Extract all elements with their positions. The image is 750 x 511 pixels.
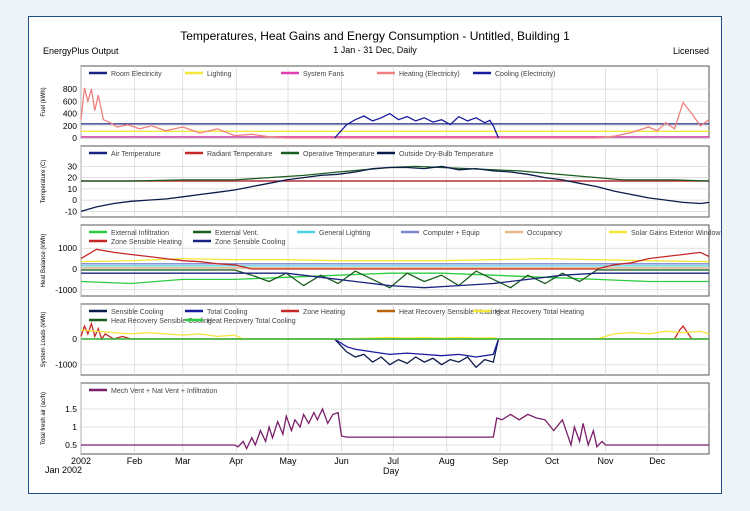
legend-entry: Operative Temperature bbox=[303, 151, 375, 158]
legend-entry: Room Electricity bbox=[111, 71, 162, 78]
x-tick-label: Jun bbox=[334, 456, 349, 466]
chart-frame: Temperatures, Heat Gains and Energy Cons… bbox=[28, 16, 724, 494]
y-tick-label: 0 bbox=[72, 133, 77, 143]
legend-entry: Heat Recovery Total Heating bbox=[495, 309, 584, 316]
x-tick-label: Dec bbox=[649, 456, 666, 466]
y-tick-label: 200 bbox=[63, 121, 77, 131]
x-axis-year-label: Jan 2002 bbox=[45, 465, 82, 475]
series-line bbox=[81, 269, 709, 289]
y-tick-label: 400 bbox=[63, 109, 77, 119]
legend-entry: Heating (Electricity) bbox=[399, 71, 460, 78]
y-tick-label: -10 bbox=[65, 206, 78, 216]
series-line bbox=[80, 87, 710, 139]
series-line bbox=[80, 329, 710, 340]
legend-entry: Heat Recovery Sensible Heating bbox=[399, 309, 500, 316]
legend-entry: Mech Vent + Nat Vent + Infiltration bbox=[111, 388, 217, 395]
legend-entry: Total Cooling bbox=[207, 309, 248, 316]
y-tick-label: 30 bbox=[68, 161, 78, 171]
x-tick-label: Nov bbox=[597, 456, 614, 466]
x-tick-label: 2002 bbox=[71, 456, 91, 466]
legend-entry: Heat Recovery Sensible Cooling bbox=[111, 318, 212, 325]
chart-panel-1: 0 200 400 600 800 Fuel (kWh) Room Electricity L… bbox=[41, 65, 710, 143]
series-line bbox=[334, 338, 500, 358]
series-line bbox=[334, 338, 500, 369]
x-tick-label: Apr bbox=[229, 456, 243, 466]
chart-title: Temperatures, Heat Gains and Energy Cons… bbox=[180, 29, 570, 43]
series-line bbox=[81, 165, 710, 182]
y-tick-label: 0 bbox=[72, 334, 77, 344]
legend-entry: External Vent. bbox=[215, 230, 259, 237]
legend-entry: Lighting bbox=[207, 71, 232, 78]
legend-entry: Sensible Cooling bbox=[111, 309, 164, 316]
y-tick-label: 0 bbox=[72, 195, 77, 205]
y-tick-label: 1 bbox=[72, 422, 77, 432]
x-tick-label: Jul bbox=[388, 456, 400, 466]
legend-entry: Air Temperature bbox=[111, 151, 161, 158]
legend-entry: Heat Recovery Total Cooling bbox=[207, 318, 296, 325]
x-axis-label: Day bbox=[383, 466, 400, 476]
y-axis-label: Fuel (kWh) bbox=[41, 87, 47, 116]
x-tick-label: Sep bbox=[492, 456, 508, 466]
y-tick-label: 10 bbox=[68, 184, 78, 194]
y-axis-label: Heat Balance (kWh) bbox=[41, 234, 47, 288]
legend-entry: Cooling (Electricity) bbox=[495, 71, 555, 78]
chart-panel-4: -1000 0 System Loads (kWh) Sensible Cooling… bbox=[41, 303, 710, 376]
panel-frame bbox=[80, 382, 710, 455]
series-line bbox=[80, 248, 710, 270]
y-tick-label: 800 bbox=[63, 84, 77, 94]
y-tick-label: -1000 bbox=[55, 360, 77, 370]
y-tick-label: 0.5 bbox=[65, 440, 77, 450]
y-tick-label: 600 bbox=[63, 96, 77, 106]
series-line bbox=[80, 257, 710, 263]
y-tick-label: 1000 bbox=[58, 243, 77, 253]
x-tick-label: Feb bbox=[127, 456, 143, 466]
chart-panel-5: 0.5 1 1.5 Total fresh air (ac/h) Mech Vent +… bbox=[41, 382, 710, 455]
legend-entry: Zone Sensible Heating bbox=[111, 239, 182, 246]
legend-entry: Radiant Temperature bbox=[207, 151, 272, 158]
chart-panel-3: -1000 0 1000 Heat Balance (kWh) External Inf… bbox=[41, 224, 724, 297]
legend-entry: Zone Heating bbox=[303, 309, 345, 316]
x-tick-label: Mar bbox=[175, 456, 191, 466]
legend-entry: Occupancy bbox=[527, 230, 563, 237]
series-line bbox=[80, 165, 710, 213]
series-line bbox=[81, 407, 709, 451]
energyplus-chart: Temperatures, Heat Gains and Energy Cons… bbox=[41, 29, 724, 476]
output-source-label: EnergyPlus Output bbox=[43, 46, 119, 56]
legend-entry: General Lighting bbox=[319, 230, 370, 237]
x-tick-label: Oct bbox=[545, 456, 560, 466]
y-tick-label: 20 bbox=[68, 173, 78, 183]
series-line bbox=[334, 112, 500, 139]
series-line bbox=[80, 321, 709, 341]
panel-frame bbox=[80, 65, 710, 139]
legend-entry: Zone Sensible Cooling bbox=[215, 239, 286, 246]
y-tick-label: 1.5 bbox=[65, 404, 77, 414]
chart-subtitle: 1 Jan - 31 Dec, Daily bbox=[333, 45, 417, 55]
y-tick-label: -1000 bbox=[55, 285, 77, 295]
y-axis-label: System Loads (kWh) bbox=[41, 312, 47, 368]
series-line bbox=[80, 272, 709, 285]
legend-entry: Solar Gains Exterior Windows bbox=[631, 230, 721, 237]
x-tick-label: May bbox=[280, 456, 298, 466]
y-axis-label: Temperature (C) bbox=[41, 160, 47, 204]
legend-entry: Outside Dry-Bulb Temperature bbox=[399, 151, 494, 158]
x-tick-label: Aug bbox=[439, 456, 455, 466]
y-axis-label: Total fresh air (ac/h) bbox=[41, 392, 47, 445]
series-line bbox=[81, 272, 709, 289]
license-label: Licensed bbox=[673, 46, 709, 56]
legend-entry: External Infiltration bbox=[111, 230, 169, 237]
legend-entry: Computer + Equip bbox=[423, 230, 480, 237]
legend-entry: System Fans bbox=[303, 71, 344, 78]
y-tick-label: 0 bbox=[72, 264, 77, 274]
